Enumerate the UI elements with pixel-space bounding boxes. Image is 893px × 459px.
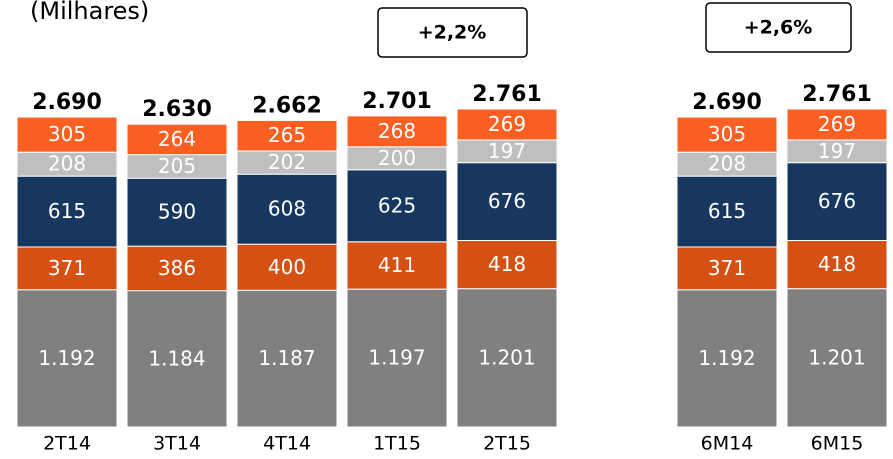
segment-label: 265 — [268, 123, 306, 147]
bar-segment — [346, 115, 448, 148]
annotation-box — [705, 2, 852, 53]
bar-segment — [126, 290, 228, 428]
x-tick-label: 2T15 — [483, 433, 531, 455]
segment-label: 411 — [378, 253, 416, 277]
bar-segment — [126, 245, 228, 292]
total-label: 2.761 — [802, 82, 872, 107]
total-label: 2.690 — [692, 90, 762, 115]
segment-label: 268 — [378, 119, 416, 143]
bar-segment — [456, 240, 558, 290]
bar-segment — [16, 116, 118, 153]
segment-label: 615 — [708, 199, 746, 223]
segment-label: 202 — [268, 150, 306, 174]
segment-label: 197 — [488, 139, 526, 163]
segment-label: 1.184 — [148, 346, 205, 370]
segment-label: 676 — [488, 189, 526, 213]
bar-segment — [786, 162, 888, 242]
bar-segment — [236, 119, 338, 152]
segment-label: 608 — [268, 197, 306, 221]
segment-label: 371 — [48, 256, 86, 280]
x-tick-label: 2T14 — [43, 433, 91, 455]
bar-segment — [786, 240, 888, 290]
bar-segment — [16, 175, 118, 248]
segment-label: 1.187 — [258, 346, 315, 370]
segment-label: 269 — [818, 112, 856, 136]
x-tick-label: 1T15 — [373, 433, 421, 455]
segment-label: 615 — [48, 199, 86, 223]
bar-segment — [236, 289, 338, 428]
segment-label: 676 — [818, 189, 856, 213]
bar-segment — [346, 241, 448, 290]
bar-segment — [676, 175, 778, 248]
segment-label: 1.192 — [38, 346, 95, 370]
bar-segment — [786, 108, 888, 141]
bar-segment — [346, 288, 448, 428]
segment-label: 264 — [158, 127, 196, 151]
x-tick-label: 3T14 — [153, 433, 201, 455]
segment-label: 305 — [48, 122, 86, 146]
segment-label: 269 — [488, 112, 526, 136]
segment-label: 1.201 — [478, 345, 535, 369]
segment-label: 1.192 — [698, 346, 755, 370]
segment-label: 305 — [708, 122, 746, 146]
bar-segment — [676, 116, 778, 153]
segment-label: 208 — [48, 152, 86, 176]
total-label: 2.630 — [142, 97, 212, 122]
annotation: +2,2% — [418, 22, 487, 44]
segment-label: 371 — [708, 256, 746, 280]
segment-label: 625 — [378, 193, 416, 217]
segment-label: 205 — [158, 154, 196, 178]
total-label: 2.690 — [32, 90, 102, 115]
bar-segment — [456, 288, 558, 428]
bar-segment — [236, 243, 338, 291]
segment-label: 208 — [708, 152, 746, 176]
bar-segment — [16, 289, 118, 428]
segment-label: 400 — [268, 255, 306, 279]
segment-label: 418 — [818, 252, 856, 276]
bar-segment — [456, 162, 558, 242]
bar-segment — [346, 169, 448, 243]
x-tick-label: 4T14 — [263, 433, 311, 455]
segment-label: 200 — [378, 146, 416, 170]
segment-label: 590 — [158, 200, 196, 224]
segment-label: 197 — [818, 139, 856, 163]
segment-label: 1.197 — [368, 346, 425, 370]
bar-segment — [786, 288, 888, 428]
total-label: 2.761 — [472, 82, 542, 107]
bar-segment — [456, 108, 558, 141]
annotation: +2,6% — [744, 17, 813, 39]
bar-segment — [676, 246, 778, 291]
total-label: 2.662 — [252, 93, 322, 118]
x-tick-label: 6M15 — [811, 433, 864, 455]
bar-segment — [16, 246, 118, 291]
chart-title: (Milhares) — [30, 0, 149, 25]
segment-label: 386 — [158, 256, 196, 280]
bar-segment — [236, 173, 338, 245]
bar-segment — [126, 123, 228, 156]
total-label: 2.701 — [362, 89, 432, 114]
annotation-box — [377, 7, 528, 58]
bar-segment — [126, 177, 228, 247]
segment-label: 418 — [488, 252, 526, 276]
x-tick-label: 6M14 — [701, 433, 754, 455]
bar-segment — [676, 289, 778, 428]
segment-label: 1.201 — [808, 345, 865, 369]
